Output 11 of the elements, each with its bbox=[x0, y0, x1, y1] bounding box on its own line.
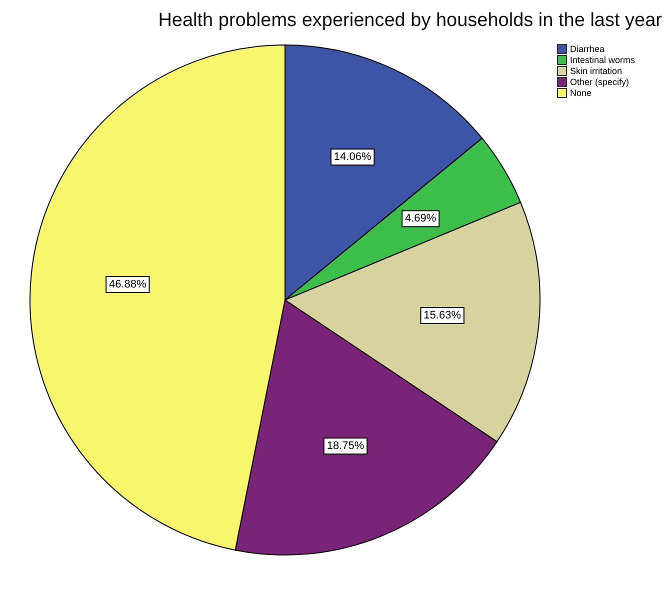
data-label: 14.06% bbox=[334, 151, 372, 164]
legend-label: Other (specify) bbox=[570, 76, 630, 86]
legend-label: Intestinal worms bbox=[570, 54, 636, 64]
data-label: 18.75% bbox=[326, 440, 364, 452]
chart-title: Health problems experienced by households in the last year bbox=[157, 9, 662, 33]
legend-label: Skin irritation bbox=[570, 66, 622, 76]
data-label: 46.88% bbox=[109, 278, 147, 291]
data-label: 15.63% bbox=[424, 309, 462, 322]
data-label: 4.69% bbox=[404, 212, 436, 225]
legend-label: None bbox=[570, 88, 592, 98]
legend-label: Diarrhea bbox=[570, 44, 605, 54]
